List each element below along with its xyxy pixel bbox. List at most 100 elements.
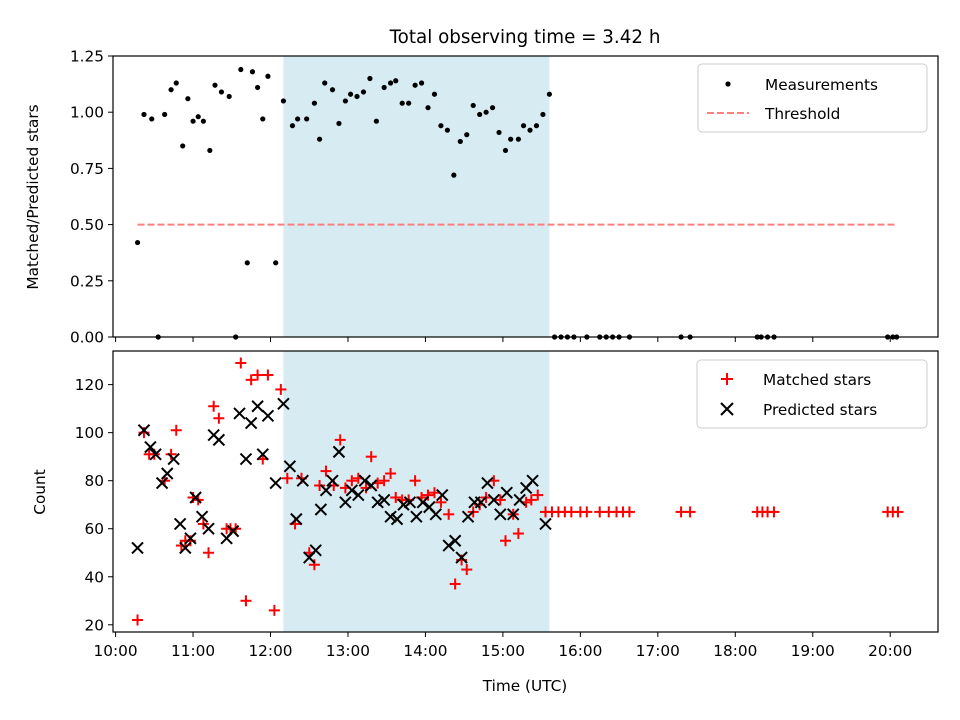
measurement-point [533, 123, 540, 129]
measurement-point [489, 105, 496, 111]
measurement-point [431, 91, 438, 97]
predicted-star-marker [448, 534, 462, 547]
predicted-star-marker [539, 517, 552, 531]
predicted-star-stroke [296, 474, 309, 487]
predicted-star-stroke [283, 460, 297, 473]
legend-label-matched-stars: Matched stars [763, 371, 871, 389]
predicted-star-marker [149, 448, 162, 461]
predicted-star-marker [500, 486, 513, 499]
predicted-star-stroke [212, 433, 226, 447]
matched-star-marker [208, 400, 220, 412]
matched-star-marker [892, 506, 904, 518]
predicted-star-marker [296, 474, 309, 487]
bottom-panel: 20 40 60 80 100 120 10:00 11:00 12:00 13:00 14:00… [31, 350, 939, 695]
predicted-star-marker [131, 541, 144, 555]
measurement-point [387, 80, 394, 86]
predicted-star-stroke [526, 474, 539, 487]
bottom-x-axis: 10:00 11:00 12:00 13:00 14:00 15:00 16:00 17:00… [94, 632, 912, 660]
predicted-star-marker [352, 488, 365, 502]
measurement-point [255, 84, 261, 91]
predicted-star-stroke [474, 496, 488, 509]
measurement-point [540, 111, 546, 118]
top-y-tick-label: 0.50 [70, 216, 104, 234]
measurement-point [260, 116, 266, 122]
predicted-star-marker [507, 508, 520, 521]
measurement-point [527, 127, 533, 133]
matched-star-marker [314, 479, 326, 491]
measurement-point [195, 114, 201, 120]
measurement-point [457, 138, 463, 145]
measurement-point [244, 260, 250, 266]
measurement-point [406, 100, 412, 106]
measurement-point [470, 102, 476, 109]
x-tick-label: 12:00 [248, 642, 292, 660]
predicted-star-marker [319, 484, 333, 497]
measurement-point [265, 73, 271, 79]
matched-star-marker [252, 369, 264, 381]
legend-marker-predicted-stars [720, 402, 734, 416]
bottom-axes-frame [112, 350, 939, 633]
bottom-y-axis: 20 40 60 80 100 120 [75, 376, 113, 634]
predicted-star-marker [173, 517, 187, 531]
x-tick-label: 19:00 [791, 642, 835, 660]
matched-star-marker [422, 489, 434, 501]
predicted-star-marker [167, 452, 180, 466]
measurement-point [508, 136, 514, 142]
predicted-star-stroke [226, 524, 240, 538]
predicted-star-marker [290, 512, 303, 526]
predicted-star-marker [526, 474, 539, 487]
predicted-star-stroke [319, 484, 333, 497]
top-legend-frame [697, 63, 928, 133]
predicted-star-stroke [167, 452, 180, 466]
matched-star-marker [262, 369, 274, 381]
predicted-star-marker [442, 539, 455, 552]
predicted-star-marker [403, 496, 417, 509]
predicted-star-marker [239, 452, 253, 466]
measurement-point [168, 87, 174, 93]
predicted-star-stroke [513, 493, 526, 507]
predicted-star-marker [283, 460, 297, 473]
predicted-star-marker [212, 433, 226, 447]
top-y-tick-label: 0.25 [70, 272, 104, 290]
predicted-star-stroke [184, 532, 197, 545]
matched-star-marker [512, 528, 524, 540]
measurement-point [393, 78, 399, 84]
predicted-star-marker [410, 510, 423, 523]
top-legend: Measurements Threshold [697, 63, 928, 133]
predicted-star-stroke [365, 479, 378, 492]
top-y-tick-label: 0.75 [70, 160, 104, 178]
predicted-star-marker [244, 416, 258, 430]
x-axis-label: Time (UTC) [482, 677, 568, 695]
measurement-point [316, 136, 323, 142]
predicted-star-stroke [461, 510, 475, 523]
predicted-star-stroke [269, 476, 282, 490]
measurement-point [520, 123, 527, 129]
measurement-point [173, 80, 179, 86]
predicted-star-stroke [314, 503, 328, 516]
matched-star-marker [443, 508, 455, 520]
measurement-point [311, 100, 318, 106]
bottom-shaded-interval [283, 351, 550, 632]
matched-star-marker [165, 448, 177, 460]
predicted-star-marker [179, 541, 192, 555]
predicted-star-stroke [539, 517, 552, 531]
legend-marker-matched-stars [721, 373, 733, 385]
bottom-y-axis-label: Count [31, 469, 49, 514]
predicted-star-stroke [131, 541, 144, 555]
matched-star-marker [494, 494, 506, 506]
predicted-star-stroke [397, 498, 410, 511]
matched-star-marker [390, 492, 402, 504]
x-tick-label: 15:00 [481, 642, 525, 660]
predicted-star-marker [494, 508, 507, 521]
matched-star-marker [308, 559, 320, 571]
measurement-point [412, 82, 418, 88]
x-tick-label: 13:00 [326, 642, 370, 660]
measurement-point [162, 111, 168, 118]
predicted-star-stroke [244, 416, 258, 430]
bottom-y-tick-label: 60 [85, 520, 104, 538]
x-tick-label: 18:00 [713, 642, 757, 660]
matched-star-marker [435, 496, 447, 508]
predicted-star-marker [189, 491, 202, 504]
predicted-star-stroke [500, 486, 513, 499]
predicted-star-stroke [384, 510, 397, 523]
